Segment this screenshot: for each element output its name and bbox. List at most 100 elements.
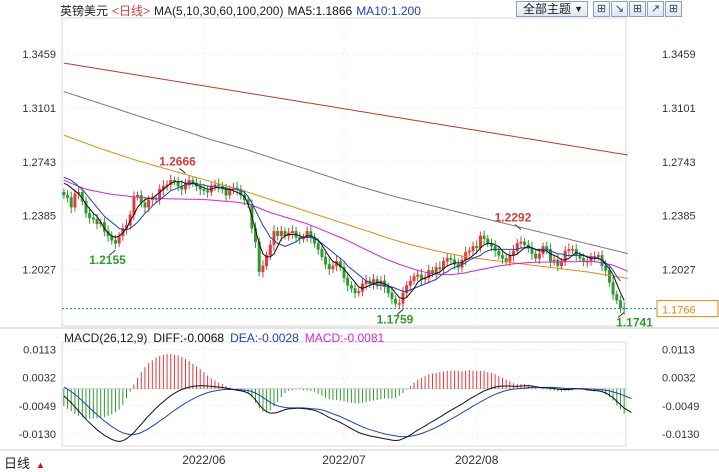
annotation-pointer: [109, 249, 116, 256]
candle: [69, 191, 73, 214]
candle-body: [552, 259, 556, 262]
grid-icon[interactable]: ⊞: [629, 1, 646, 17]
candle-body: [290, 231, 294, 234]
macd-name: MACD(26,12,9): [64, 331, 148, 345]
candle-body: [91, 217, 95, 220]
candle: [324, 252, 328, 270]
candle-body: [95, 219, 99, 225]
macd-macd-value: MACD:-0.0081: [304, 331, 385, 345]
candle: [272, 225, 276, 251]
candle-body: [571, 249, 575, 251]
macd-tick-left: 0.0113: [23, 345, 56, 357]
candle: [615, 290, 619, 305]
candle-body: [537, 253, 541, 259]
grid-icon[interactable]: ⊞: [593, 1, 610, 17]
time-tick: 2022/06: [182, 453, 226, 467]
candle: [331, 261, 335, 274]
ma200-line: [63, 62, 628, 156]
candle: [471, 241, 475, 256]
annotation-label: 1.1759: [377, 313, 414, 327]
price-tick-left: 1.2027: [22, 264, 56, 276]
candle-body: [327, 264, 331, 270]
period-footer-label: 日线: [4, 456, 31, 471]
candle-body: [430, 270, 434, 274]
candle: [552, 255, 556, 266]
grid-icon[interactable]: ⊞: [665, 1, 682, 17]
macd-dea-value: DEA:-0.0028: [230, 331, 299, 345]
candle: [73, 189, 77, 212]
ma30-line: [63, 179, 628, 276]
price-tick-right: 1.3459: [662, 49, 696, 61]
candle-body: [449, 258, 453, 261]
candle: [482, 230, 486, 245]
arrow-up-right-icon[interactable]: ↗: [647, 1, 664, 17]
candle-body: [453, 259, 457, 265]
price-tick-right: 1.2385: [662, 211, 696, 223]
ma100-line: [63, 91, 628, 255]
candle: [519, 236, 523, 249]
candle-body: [611, 282, 615, 295]
period-footer[interactable]: 日线 ▲: [4, 453, 45, 472]
chart-axes: 1.3459 1.3459 1.3101 1.3101 1.2743 1.2743 1.23…: [19, 49, 700, 467]
candle: [397, 298, 401, 309]
candle-body: [607, 270, 611, 283]
period-label[interactable]: <日线>: [112, 4, 151, 18]
moving-average-lines: [63, 62, 628, 301]
candle-body: [69, 197, 73, 208]
candle-body: [427, 270, 431, 279]
candle-body: [408, 280, 412, 286]
candle-body: [475, 246, 479, 249]
candle: [611, 276, 615, 300]
candle-body: [331, 265, 335, 270]
theme-dropdown[interactable]: 全部主题 ▼: [516, 1, 588, 17]
macd-panel: [62, 354, 632, 443]
ma-params-label: MA(5,10,30,60,100,200): [154, 4, 284, 18]
ma5-value: MA5:1.1866: [287, 4, 353, 18]
candle-body: [438, 267, 442, 270]
price-tick-right: 1.3101: [662, 103, 696, 115]
candle-body: [176, 181, 180, 187]
candle: [416, 270, 420, 282]
candle: [504, 254, 508, 266]
candle-body: [478, 235, 482, 249]
macd-tick-right: -0.0130: [662, 429, 699, 441]
candle: [596, 251, 600, 261]
candle-body: [147, 199, 151, 208]
annotation-label: 1.2292: [495, 211, 532, 225]
arrow-down-right-icon[interactable]: ↘: [611, 1, 628, 17]
candle-body: [143, 202, 147, 208]
macd-tick-right: 0.0113: [662, 345, 695, 357]
candle-body: [279, 231, 283, 237]
candle: [497, 246, 501, 260]
candle: [84, 196, 88, 219]
candle-body: [202, 189, 206, 191]
candle-body: [316, 243, 320, 250]
candle: [541, 242, 545, 258]
candle-body: [265, 255, 269, 267]
candle: [66, 190, 70, 203]
candle: [342, 262, 346, 283]
candle: [534, 249, 538, 263]
candle: [493, 240, 497, 257]
candle-body: [239, 189, 243, 196]
candle-body: [276, 231, 280, 237]
candle-body: [560, 261, 563, 267]
macd-tick-left: 0.0032: [22, 373, 56, 385]
candle-body: [508, 255, 512, 262]
candle-body: [493, 246, 497, 252]
annotation-pointer: [617, 311, 625, 318]
candle-body: [556, 259, 560, 267]
macd-diff-value: DIFF:-0.0068: [153, 331, 225, 345]
candle: [349, 281, 353, 293]
price-tick-left: 1.2385: [22, 211, 56, 223]
candle-body: [467, 250, 471, 253]
candle-body: [324, 256, 328, 265]
price-tick-left: 1.3101: [22, 103, 56, 115]
candle-body: [416, 274, 420, 277]
ma60-line: [63, 134, 628, 279]
chart-header: 英镑美元 <日线> MA(5,10,30,60,100,200) MA5:1.1866…: [60, 2, 425, 19]
candle-body: [217, 184, 221, 187]
candle-body: [412, 276, 416, 282]
candle-body: [390, 292, 394, 300]
candle: [206, 185, 210, 198]
